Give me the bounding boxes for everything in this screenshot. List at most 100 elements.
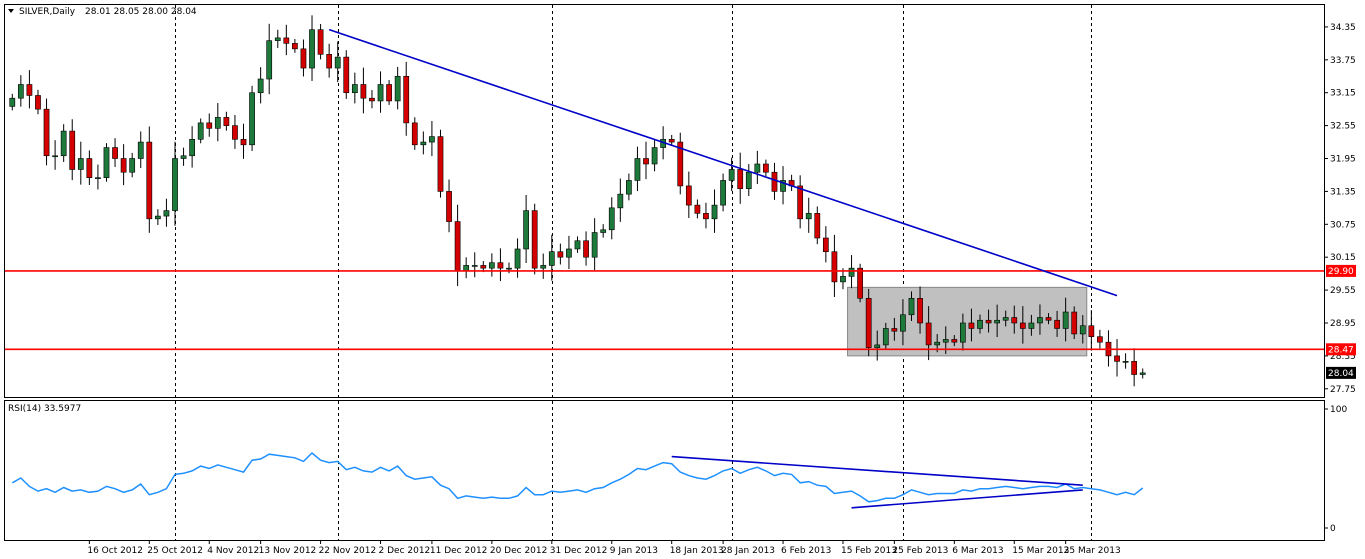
rsi-ascending-trendline bbox=[851, 489, 1083, 509]
date-tick-label: 18 Jan 2013 bbox=[670, 546, 724, 556]
candle-body bbox=[446, 191, 452, 222]
candle-body bbox=[857, 267, 863, 299]
candle-body bbox=[1062, 311, 1069, 329]
candle-body bbox=[369, 97, 375, 102]
candle-body bbox=[651, 147, 658, 165]
candle-body bbox=[360, 84, 367, 99]
date-tick-label: 6 Feb 2013 bbox=[781, 546, 831, 556]
candle-body bbox=[780, 180, 786, 192]
price-tick-label: 33.75 bbox=[1330, 56, 1356, 66]
candle-body bbox=[840, 276, 846, 283]
candle-body bbox=[583, 240, 589, 258]
rsi-tick-label: 100 bbox=[1330, 405, 1347, 415]
candle-body bbox=[266, 40, 273, 80]
candle-body bbox=[977, 319, 983, 329]
candle-body bbox=[197, 122, 204, 140]
candle-body bbox=[232, 125, 238, 140]
candle-body bbox=[172, 158, 178, 211]
date-tick-label: 15 Feb 2013 bbox=[841, 546, 897, 556]
candle-body bbox=[1088, 325, 1095, 337]
candle-body bbox=[154, 215, 161, 220]
candle-body bbox=[112, 147, 118, 159]
rsi-tick-label: 0 bbox=[1330, 524, 1336, 534]
candle-body bbox=[1002, 317, 1009, 321]
dropdown-triangle-icon[interactable] bbox=[8, 9, 14, 13]
date-tick-label: 31 Dec 2012 bbox=[550, 546, 608, 556]
ohlc-readout: 28.01 28.05 28.00 28.04 bbox=[85, 7, 197, 17]
candle-body bbox=[608, 207, 615, 231]
descending-trendline bbox=[328, 28, 1118, 297]
candle-body bbox=[951, 339, 958, 343]
date-tick-label: 6 Mar 2013 bbox=[952, 546, 1003, 556]
candle-body bbox=[985, 319, 992, 324]
candle-body bbox=[874, 344, 881, 348]
candle-body bbox=[488, 262, 495, 269]
candle-body bbox=[274, 37, 281, 41]
price-tick-label: 30.15 bbox=[1330, 253, 1356, 263]
price-tag-bg bbox=[1326, 343, 1356, 356]
date-tick-label: 11 Dec 2012 bbox=[430, 546, 488, 556]
candle-body bbox=[523, 210, 529, 250]
candle-body bbox=[1122, 361, 1129, 363]
candle-body bbox=[865, 298, 872, 348]
candle-body bbox=[163, 210, 170, 217]
candle-body bbox=[437, 136, 444, 192]
candle-body bbox=[1079, 325, 1086, 335]
candle-body bbox=[1028, 322, 1035, 329]
price-tick-label: 33.15 bbox=[1330, 89, 1356, 99]
candle-body bbox=[43, 108, 50, 157]
price-tag-bg bbox=[1326, 264, 1356, 277]
support-resistance-lines bbox=[5, 270, 1324, 351]
candle-body bbox=[214, 117, 221, 129]
price-tag-label: 28.47 bbox=[1328, 345, 1354, 355]
candle-body bbox=[292, 43, 298, 50]
candle-body bbox=[831, 251, 838, 283]
price-tick-label: 28.35 bbox=[1330, 352, 1356, 362]
candle-body bbox=[249, 92, 255, 146]
candles bbox=[9, 15, 1146, 387]
candle-body bbox=[1097, 336, 1103, 343]
date-tick-label: 22 Nov 2012 bbox=[319, 546, 377, 556]
candle-body bbox=[925, 322, 932, 346]
candle-body bbox=[506, 267, 512, 270]
candle-body bbox=[822, 237, 829, 253]
candle-body bbox=[1054, 319, 1060, 329]
candle-body bbox=[711, 204, 718, 220]
date-tick-label: 25 Mar 2013 bbox=[1064, 546, 1121, 556]
candle-body bbox=[763, 163, 769, 173]
price-trendline bbox=[328, 28, 1118, 297]
candle-body bbox=[668, 139, 675, 143]
candle-body bbox=[1019, 322, 1026, 329]
date-tick-label: 28 Jan 2013 bbox=[721, 546, 775, 556]
candle-body bbox=[566, 248, 572, 258]
candle-body bbox=[69, 130, 76, 170]
candle-body bbox=[737, 169, 744, 189]
date-tick-label: 13 Nov 2012 bbox=[259, 546, 317, 556]
candle-body bbox=[745, 171, 752, 189]
date-tick-label: 9 Jan 2013 bbox=[610, 546, 658, 556]
candle-body bbox=[471, 265, 478, 267]
date-tick-label: 16 Oct 2012 bbox=[87, 546, 143, 556]
candle-body bbox=[900, 314, 906, 332]
candle-body bbox=[103, 147, 110, 178]
candle-body bbox=[120, 158, 127, 173]
candle-body bbox=[720, 180, 726, 206]
candle-body bbox=[463, 265, 470, 272]
price-tag-bg bbox=[1326, 366, 1356, 379]
candle-body bbox=[411, 122, 418, 146]
rsi-descending-trendline bbox=[671, 455, 1083, 486]
candle-body bbox=[634, 158, 641, 181]
range-box bbox=[847, 286, 1088, 357]
price-tags: 29.90 28.47 28.04 bbox=[1326, 264, 1356, 379]
candle-body bbox=[805, 213, 812, 220]
candle-body bbox=[960, 322, 966, 343]
symbol-label: SILVER,Daily bbox=[19, 7, 76, 17]
candle-body bbox=[617, 193, 624, 209]
candle-body bbox=[343, 56, 350, 94]
candle-body bbox=[35, 95, 41, 110]
candle-body bbox=[994, 319, 1001, 324]
rsi-line bbox=[11, 451, 1144, 503]
date-tick-label: 25 Feb 2013 bbox=[892, 546, 948, 556]
candle-body bbox=[891, 328, 898, 332]
candle-body bbox=[694, 204, 701, 214]
